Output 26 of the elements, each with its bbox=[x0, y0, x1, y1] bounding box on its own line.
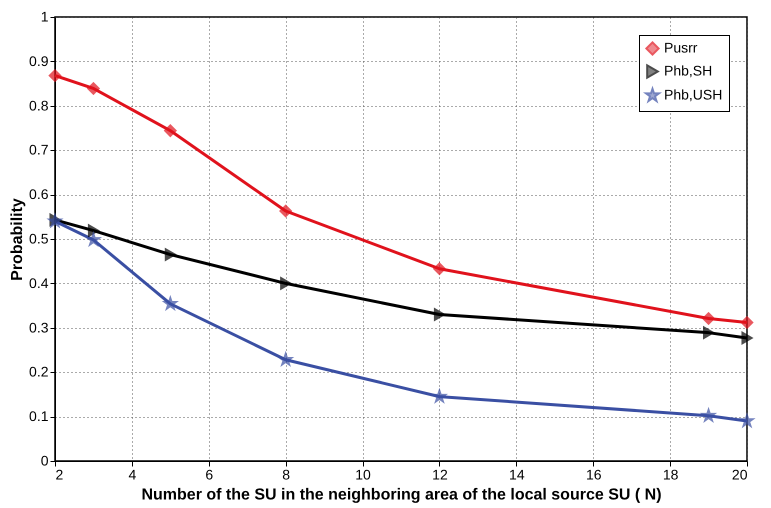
y-tick-label: 0.9 bbox=[29, 52, 49, 69]
x-axis-title: Number of the SU in the neighboring area of the local source SU ( N) bbox=[141, 486, 662, 504]
y-tick-label: 0.7 bbox=[29, 142, 49, 158]
x-tick-label: 20 bbox=[732, 466, 748, 482]
y-tick-label: 0.4 bbox=[29, 274, 49, 291]
legend-label: Phb,USH bbox=[664, 86, 722, 102]
legend-label: Pusrr bbox=[664, 40, 698, 56]
x-tick-label: 16 bbox=[586, 466, 602, 482]
legend-label: Phb,SH bbox=[664, 62, 712, 78]
x-tick-label: 12 bbox=[432, 466, 448, 482]
x-tick-label: 18 bbox=[662, 466, 679, 482]
y-tick-label: 0 bbox=[40, 452, 49, 468]
y-tick-label: 0.6 bbox=[29, 186, 49, 202]
y-tick-label: 0.8 bbox=[29, 97, 49, 114]
x-tick-label: 10 bbox=[355, 466, 372, 482]
y-tick-label: 0.3 bbox=[29, 319, 49, 336]
y-tick-label: 1 bbox=[40, 8, 49, 24]
y-axis-title: Probability bbox=[9, 198, 26, 281]
x-tick-label: 4 bbox=[128, 466, 136, 482]
x-tick-label: 2 bbox=[56, 466, 64, 482]
x-tick-label: 8 bbox=[282, 466, 290, 482]
y-tick-label: 0.2 bbox=[29, 364, 49, 380]
y-tick-label: 0.1 bbox=[29, 408, 49, 424]
x-tick-label: 6 bbox=[205, 466, 214, 482]
y-tick-label: 0.5 bbox=[29, 230, 49, 246]
x-tick-label: 14 bbox=[509, 466, 525, 482]
